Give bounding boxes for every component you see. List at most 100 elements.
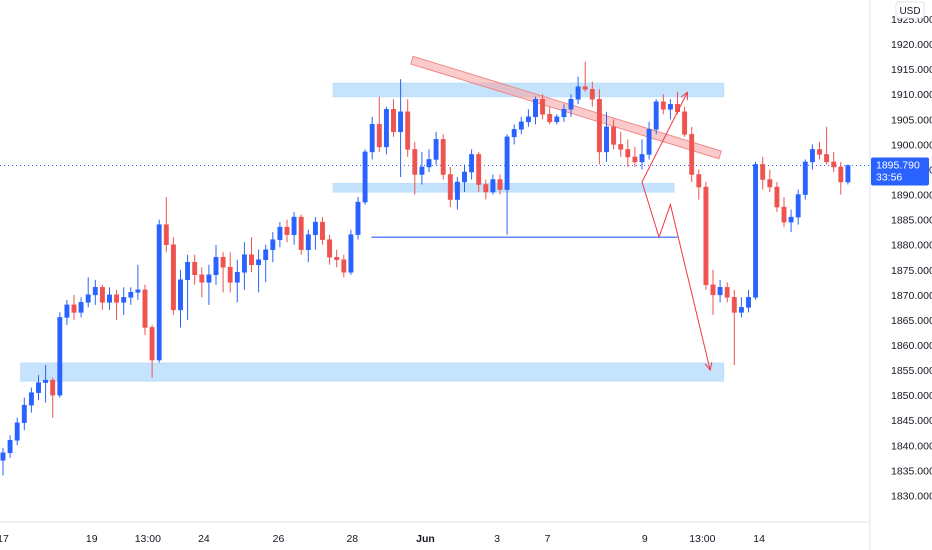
candle[interactable] bbox=[710, 269, 716, 315]
candle[interactable] bbox=[838, 161, 844, 195]
candle[interactable] bbox=[781, 197, 787, 228]
candle[interactable] bbox=[554, 114, 560, 125]
candle[interactable] bbox=[696, 169, 702, 200]
candle[interactable] bbox=[575, 76, 581, 105]
candle[interactable] bbox=[412, 141, 418, 195]
candle[interactable] bbox=[99, 284, 105, 310]
candle[interactable] bbox=[518, 116, 524, 135]
candle[interactable] bbox=[277, 222, 283, 248]
candle[interactable] bbox=[540, 94, 546, 120]
candle[interactable] bbox=[774, 182, 780, 213]
candle[interactable] bbox=[142, 284, 148, 335]
candle[interactable] bbox=[667, 99, 673, 120]
candle[interactable] bbox=[469, 149, 475, 180]
candle[interactable] bbox=[92, 279, 98, 305]
candle[interactable] bbox=[440, 134, 446, 180]
candle[interactable] bbox=[405, 99, 411, 157]
candle[interactable] bbox=[298, 214, 304, 255]
candle[interactable] bbox=[0, 447, 6, 476]
candle[interactable] bbox=[256, 249, 262, 293]
candle[interactable] bbox=[28, 387, 34, 413]
candle[interactable] bbox=[85, 277, 91, 308]
candle[interactable] bbox=[334, 249, 340, 268]
candle[interactable] bbox=[185, 254, 191, 320]
candle[interactable] bbox=[178, 269, 183, 328]
candle[interactable] bbox=[376, 96, 382, 152]
candle[interactable] bbox=[355, 197, 361, 240]
candle[interactable] bbox=[760, 156, 766, 190]
candle[interactable] bbox=[831, 151, 837, 172]
candle[interactable] bbox=[284, 219, 290, 243]
candle[interactable] bbox=[156, 219, 162, 363]
candle[interactable] bbox=[689, 126, 695, 183]
candle[interactable] bbox=[561, 104, 567, 122]
candle[interactable] bbox=[149, 324, 155, 378]
candle[interactable] bbox=[128, 287, 134, 305]
candle[interactable] bbox=[234, 259, 240, 303]
candle[interactable] bbox=[476, 151, 482, 193]
candle[interactable] bbox=[270, 232, 276, 263]
candle[interactable] bbox=[817, 141, 822, 160]
projection-path-1[interactable] bbox=[641, 181, 711, 371]
candle[interactable] bbox=[625, 139, 631, 167]
candle[interactable] bbox=[121, 287, 127, 315]
candle[interactable] bbox=[348, 229, 354, 275]
candle[interactable] bbox=[660, 94, 666, 115]
candle[interactable] bbox=[426, 149, 432, 172]
candle[interactable] bbox=[646, 121, 652, 160]
candle[interactable] bbox=[21, 397, 27, 431]
candle[interactable] bbox=[433, 131, 439, 165]
candle[interactable] bbox=[682, 106, 688, 137]
candle[interactable] bbox=[249, 237, 254, 273]
candle[interactable] bbox=[788, 209, 794, 233]
candle[interactable] bbox=[504, 134, 510, 235]
candle[interactable] bbox=[291, 212, 297, 245]
candle[interactable] bbox=[717, 279, 723, 303]
candle[interactable] bbox=[746, 289, 751, 313]
candle[interactable] bbox=[14, 417, 20, 446]
candle[interactable] bbox=[604, 111, 609, 162]
candle[interactable] bbox=[533, 96, 538, 125]
candle[interactable] bbox=[547, 106, 553, 125]
candle[interactable] bbox=[795, 189, 801, 225]
candle[interactable] bbox=[447, 166, 453, 208]
candle[interactable] bbox=[497, 174, 503, 195]
candle[interactable] bbox=[568, 94, 574, 117]
candle[interactable] bbox=[362, 149, 368, 205]
candle[interactable] bbox=[227, 252, 233, 293]
candle[interactable] bbox=[511, 124, 517, 145]
candle[interactable] bbox=[753, 161, 759, 300]
candle[interactable] bbox=[767, 169, 773, 193]
candle[interactable] bbox=[462, 164, 467, 193]
candle[interactable] bbox=[582, 61, 588, 92]
candle[interactable] bbox=[454, 176, 460, 210]
candle[interactable] bbox=[241, 242, 247, 290]
trendline-channel[interactable] bbox=[410, 55, 722, 160]
projection-path-0[interactable] bbox=[641, 92, 688, 183]
time-axis[interactable]: 17 19 13:00 24 26 28 Jun 3 7 9 13:00 14 bbox=[0, 533, 765, 545]
candle[interactable] bbox=[192, 254, 198, 285]
candle[interactable] bbox=[731, 289, 737, 366]
candle[interactable] bbox=[391, 99, 396, 137]
candle[interactable] bbox=[213, 244, 219, 285]
candle[interactable] bbox=[78, 297, 84, 318]
candle[interactable] bbox=[114, 289, 120, 320]
candle[interactable] bbox=[383, 106, 389, 155]
candle[interactable] bbox=[50, 377, 56, 418]
candle[interactable] bbox=[845, 164, 851, 185]
candle[interactable] bbox=[320, 217, 325, 245]
candle[interactable] bbox=[206, 264, 212, 305]
candle[interactable] bbox=[653, 99, 659, 135]
candle[interactable] bbox=[824, 126, 830, 165]
candle[interactable] bbox=[170, 237, 176, 315]
currency-badge[interactable]: USD bbox=[895, 1, 925, 19]
candle[interactable] bbox=[312, 217, 318, 250]
candle[interactable] bbox=[596, 89, 602, 165]
candle[interactable] bbox=[703, 182, 709, 290]
candle[interactable] bbox=[738, 297, 744, 318]
candle[interactable] bbox=[327, 234, 333, 265]
candle[interactable] bbox=[199, 267, 205, 298]
candle[interactable] bbox=[632, 146, 638, 167]
zone-1[interactable] bbox=[332, 183, 675, 193]
